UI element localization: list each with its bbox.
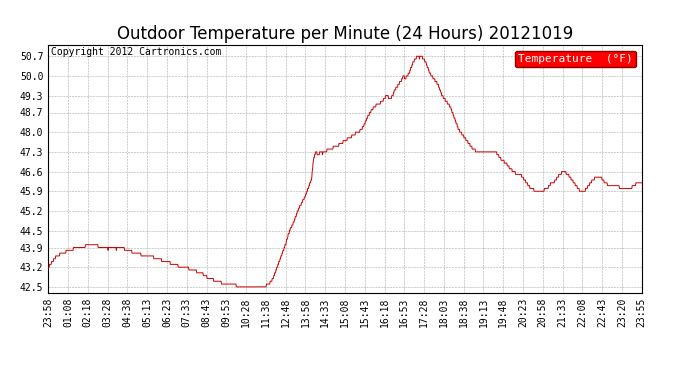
Legend: Temperature  (°F): Temperature (°F)	[515, 51, 636, 67]
Text: Copyright 2012 Cartronics.com: Copyright 2012 Cartronics.com	[51, 48, 221, 57]
Title: Outdoor Temperature per Minute (24 Hours) 20121019: Outdoor Temperature per Minute (24 Hours…	[117, 26, 573, 44]
